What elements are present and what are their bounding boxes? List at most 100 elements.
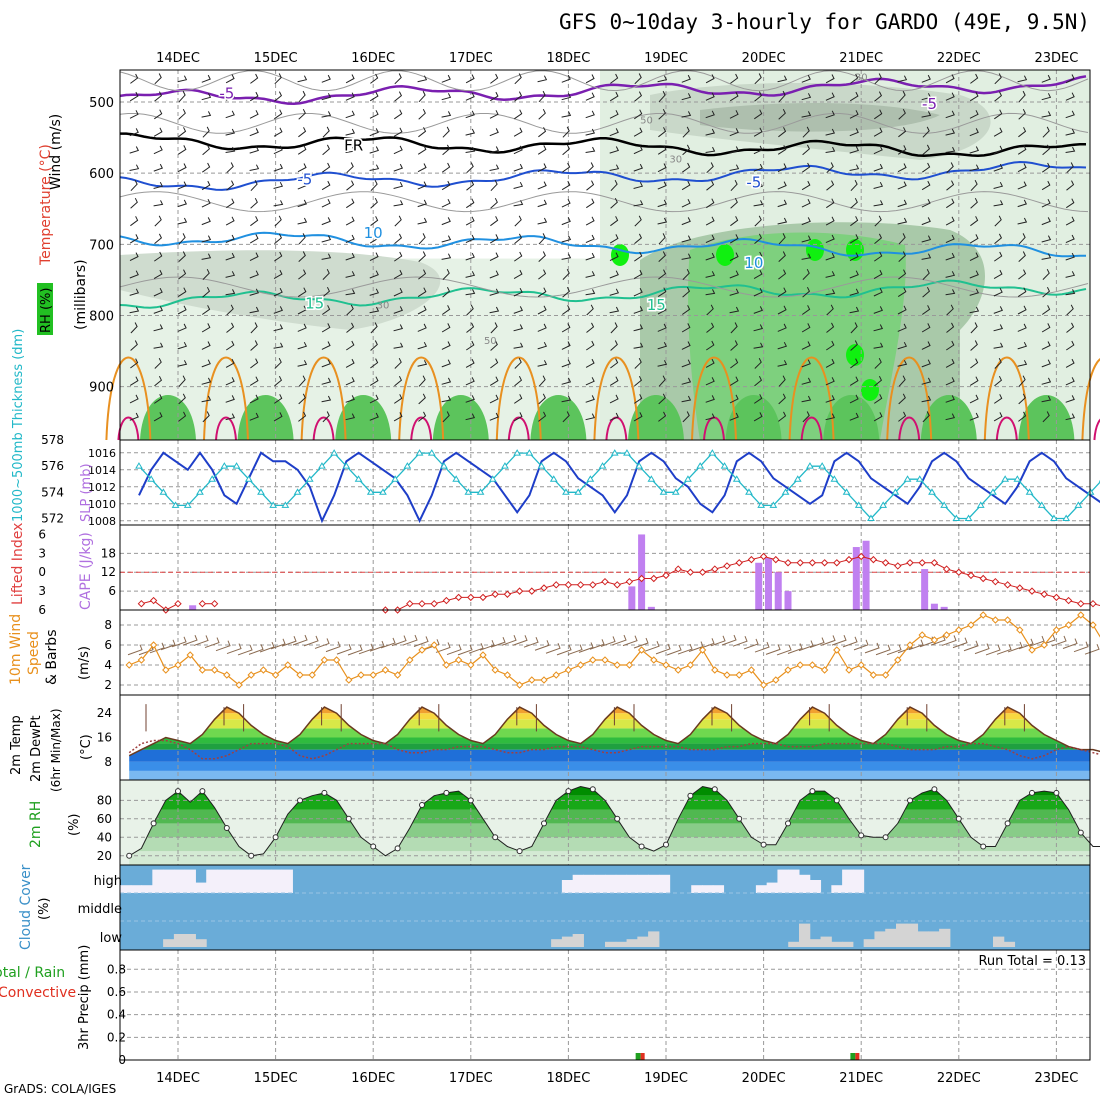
wind-barb — [945, 234, 955, 244]
wind-barb — [754, 73, 762, 85]
lifted-index-marker — [1028, 587, 1036, 595]
wind-speed-marker — [503, 671, 512, 679]
wind-barb — [465, 252, 475, 261]
wind-barb — [273, 181, 284, 189]
wind-barb — [969, 110, 979, 119]
wind-barb — [682, 305, 691, 315]
temperature-contour — [312, 416, 335, 441]
wind-barb — [297, 360, 308, 367]
wind-barb — [442, 126, 450, 138]
wind-barb — [753, 269, 763, 280]
wind-barb — [610, 358, 619, 369]
wind-barb — [394, 73, 402, 85]
wind-barb — [417, 145, 427, 155]
lifted-index-marker — [552, 581, 560, 589]
wind-barb — [585, 110, 595, 119]
humidity-marker — [785, 820, 791, 827]
wind-barb — [249, 128, 259, 137]
rh-contour-label: 50 — [640, 115, 653, 126]
wind-barb — [465, 358, 475, 368]
humidity-marker — [711, 786, 718, 793]
cape-bar — [647, 606, 655, 610]
temperature-contour — [119, 231, 1086, 258]
top-date-label: 18DEC — [546, 51, 590, 66]
cloud-cover-bar — [820, 936, 832, 947]
wind-barb — [297, 181, 307, 190]
wind-barb — [201, 111, 212, 118]
wind-barb — [177, 199, 188, 208]
temperature-tick-label: 24 — [97, 706, 112, 720]
wind-barb — [441, 198, 451, 208]
wind-barb — [561, 395, 572, 403]
wind-barb — [273, 127, 283, 137]
top-date-label: 16DEC — [351, 51, 395, 66]
wind-barb — [681, 235, 692, 243]
wind-barb — [657, 199, 668, 208]
cloud-cover-bar — [755, 885, 768, 893]
temperature-contour — [105, 356, 152, 441]
surface-wind-barb — [160, 639, 176, 651]
thickness-marker — [354, 475, 363, 482]
humidity-marker — [175, 788, 181, 795]
humidity-marker — [687, 792, 694, 799]
rh-shade-green — [237, 395, 294, 440]
wind-barb — [682, 411, 690, 423]
wind-barb — [1065, 289, 1076, 296]
surface-wind-barb — [710, 635, 726, 647]
wind-barb — [801, 93, 812, 101]
wind-barb — [706, 340, 715, 351]
rh-contour-label: 30 — [377, 300, 390, 311]
surface-wind-barb — [776, 644, 792, 656]
lifted-index-marker — [857, 552, 865, 561]
lifted-index-marker — [479, 593, 487, 602]
lifted-index-marker — [589, 581, 597, 589]
wind-barb — [633, 342, 644, 349]
wind-barb — [921, 395, 932, 403]
wind-barb — [466, 198, 475, 209]
thickness-marker — [232, 462, 241, 469]
wind-barb — [154, 394, 163, 404]
wind-speed-marker — [686, 661, 695, 669]
temperature-contour — [119, 160, 1087, 191]
lifted-index-marker — [955, 568, 963, 576]
wind-barb — [921, 180, 931, 191]
humidity-marker — [248, 852, 255, 859]
wind-barb — [489, 234, 499, 244]
wind-barb — [345, 216, 355, 226]
bottom-date-label: 17DEC — [449, 1071, 493, 1086]
humidity-marker — [760, 841, 767, 848]
cape-bar — [784, 591, 792, 610]
surface-wind-barb — [622, 635, 638, 647]
lifted-index-marker — [454, 593, 463, 602]
wind-barb — [177, 163, 187, 173]
humidity-marker — [882, 834, 889, 841]
wind-barb — [682, 286, 691, 298]
wind-barb — [825, 128, 836, 136]
wind-speed-marker — [906, 641, 914, 649]
cloud-cover-bar — [184, 869, 196, 893]
thickness-tick-label: 574 — [41, 485, 64, 499]
wind-barb — [249, 91, 259, 102]
wind-barb — [1042, 286, 1051, 298]
wind-barb — [418, 108, 426, 120]
thickness-marker — [525, 449, 534, 456]
wind-speed-marker — [223, 671, 231, 679]
wind-barb — [129, 164, 140, 171]
wind-barb — [873, 342, 884, 349]
temperature-band — [129, 707, 1090, 714]
wind-barb — [969, 288, 980, 296]
wind-barb — [657, 305, 667, 315]
wind-barb — [538, 90, 546, 103]
wind-speed-marker — [552, 671, 560, 679]
wind-barb — [129, 394, 139, 404]
wind-barb — [201, 377, 212, 385]
wind-barb — [850, 197, 858, 209]
cloud-cover-bar — [605, 941, 617, 947]
slp-tick-label: 1008 — [88, 515, 116, 528]
wind-barb — [298, 90, 306, 103]
wind-barb — [298, 233, 306, 245]
cloud-cover-bar — [173, 934, 186, 947]
wind-speed-marker — [1089, 621, 1097, 629]
wind-barb — [849, 128, 859, 137]
wind-barb — [129, 270, 139, 279]
